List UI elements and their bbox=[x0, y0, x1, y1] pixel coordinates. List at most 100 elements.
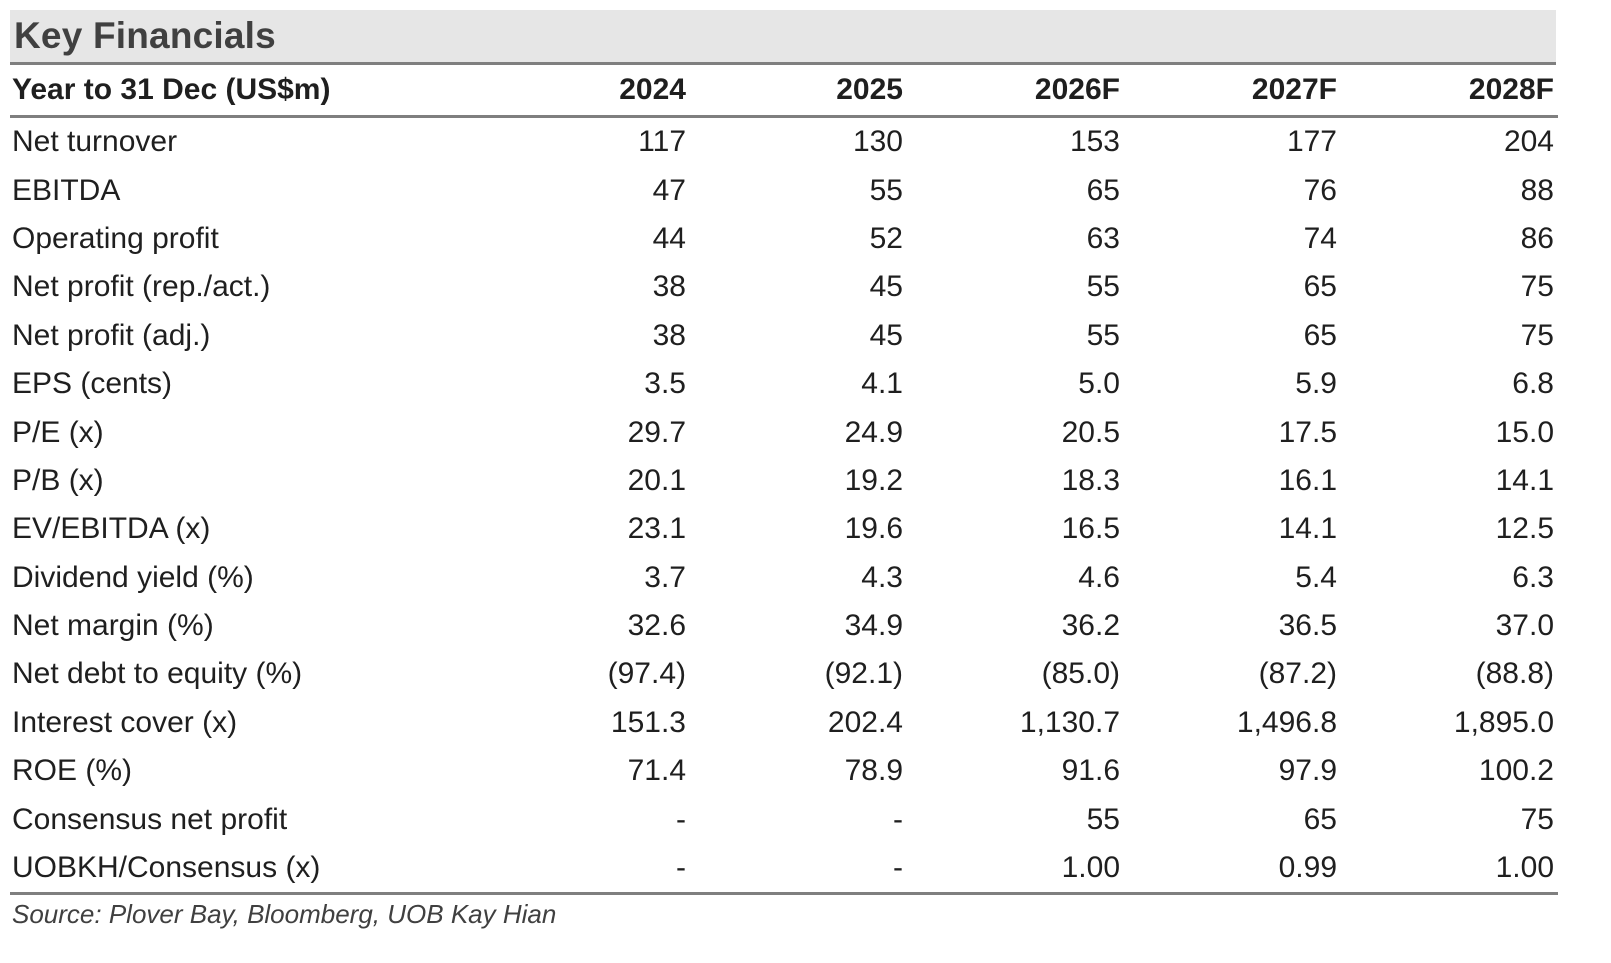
row-value: 204 bbox=[1503, 125, 1554, 159]
row-label: EPS (cents) bbox=[12, 367, 173, 401]
table-row: Net profit (rep./act.) 38 45 55 65 75 bbox=[10, 263, 1558, 311]
row-value: 55 bbox=[869, 173, 903, 207]
table-row: EBITDA 47 55 65 76 88 bbox=[10, 166, 1558, 214]
row-value: (87.2) bbox=[1258, 657, 1337, 691]
table-row: Consensus net profit - - 55 65 75 bbox=[10, 795, 1558, 843]
row-value: 6.8 bbox=[1512, 367, 1554, 401]
table-row: Net profit (adj.) 38 45 55 65 75 bbox=[10, 312, 1558, 360]
row-value: (92.1) bbox=[824, 657, 903, 691]
row-value: 19.2 bbox=[844, 463, 903, 497]
row-value: 18.3 bbox=[1061, 463, 1120, 497]
row-value: - bbox=[690, 843, 907, 896]
row-value: 55 bbox=[1086, 802, 1120, 836]
row-value: 130 bbox=[852, 125, 903, 159]
row-label: Net margin (%) bbox=[12, 609, 214, 643]
row-value: 1.00 bbox=[1341, 843, 1558, 896]
row-label: Net profit (adj.) bbox=[12, 318, 211, 352]
row-label: EBITDA bbox=[12, 173, 121, 207]
table-row: UOBKH/Consensus (x) - -1.00 0.99 1.00 bbox=[10, 843, 1558, 896]
row-value: 47 bbox=[652, 173, 686, 207]
row-value: - bbox=[893, 802, 903, 836]
row-value: 52 bbox=[869, 221, 903, 255]
row-value: 177 bbox=[1286, 125, 1337, 159]
row-value: 16.1 bbox=[1278, 463, 1337, 497]
row-label: Interest cover (x) bbox=[12, 705, 238, 739]
row-value: 1,496.8 bbox=[1236, 705, 1337, 739]
row-value: 4.6 bbox=[1078, 560, 1120, 594]
row-label: Net debt to equity (%) bbox=[12, 657, 303, 691]
row-value: 5.0 bbox=[1078, 367, 1120, 401]
row-value: 78.9 bbox=[844, 754, 903, 788]
row-value: 4.3 bbox=[861, 560, 903, 594]
row-label: Dividend yield (%) bbox=[12, 560, 254, 594]
row-value: 3.7 bbox=[644, 560, 686, 594]
row-label: ROE (%) bbox=[12, 754, 132, 788]
row-value: 32.6 bbox=[627, 609, 686, 643]
table-row: Net turnover 117 130 153 177 204 bbox=[10, 117, 1558, 167]
row-value: 63 bbox=[1086, 221, 1120, 255]
table-row: Net debt to equity (%) (97.4) (92.1) (85.0)… bbox=[10, 650, 1558, 698]
row-value: 75 bbox=[1520, 318, 1554, 352]
row-value: (97.4) bbox=[607, 657, 686, 691]
row-value: 45 bbox=[869, 318, 903, 352]
row-value: 91.6 bbox=[1061, 754, 1120, 788]
header-year: 2027F bbox=[1124, 65, 1341, 118]
row-value: 15.0 bbox=[1495, 415, 1554, 449]
table-row: EPS (cents) 3.5 4.1 5.0 5.9 6.8 bbox=[10, 360, 1558, 408]
row-value: 65 bbox=[1086, 173, 1120, 207]
row-value: (85.0) bbox=[1041, 657, 1120, 691]
table-row: Operating profit 44 52 63 74 86 bbox=[10, 215, 1558, 263]
row-value: 76 bbox=[1303, 173, 1337, 207]
row-value: 100.2 bbox=[1478, 754, 1554, 788]
header-label: Year to 31 Dec (US$m) bbox=[10, 65, 473, 118]
table-row: ROE (%) 71.4 78.9 91.6 97.9 100.2 bbox=[10, 747, 1558, 795]
row-value: 151.3 bbox=[610, 705, 686, 739]
row-value: 1.00 bbox=[907, 843, 1124, 896]
row-label: Net profit (rep./act.) bbox=[12, 270, 271, 304]
table-row: Net margin (%) 32.6 34.9 36.2 36.5 37.0 bbox=[10, 602, 1558, 650]
row-value: 24.9 bbox=[844, 415, 903, 449]
row-value: (88.8) bbox=[1475, 657, 1554, 691]
row-value: 5.4 bbox=[1295, 560, 1337, 594]
row-value: 38 bbox=[652, 318, 686, 352]
row-value: 74 bbox=[1303, 221, 1337, 255]
row-value: 14.1 bbox=[1495, 463, 1554, 497]
row-value: 19.6 bbox=[844, 512, 903, 546]
row-value: 97.9 bbox=[1278, 754, 1337, 788]
row-value: 4.1 bbox=[861, 367, 903, 401]
row-value: 75 bbox=[1520, 270, 1554, 304]
table-row: Dividend yield (%) 3.7 4.3 4.6 5.4 6.3 bbox=[10, 554, 1558, 602]
header-year: 2024 bbox=[473, 65, 690, 118]
row-value: 65 bbox=[1303, 270, 1337, 304]
row-value: 3.5 bbox=[644, 367, 686, 401]
row-value: 55 bbox=[1086, 318, 1120, 352]
row-value: 202.4 bbox=[827, 705, 903, 739]
table-body: Net turnover 117 130 153 177 204 EBITDA 47 55 65 7… bbox=[10, 117, 1558, 896]
row-value: 45 bbox=[869, 270, 903, 304]
row-value: 14.1 bbox=[1278, 512, 1337, 546]
row-value: 36.2 bbox=[1061, 609, 1120, 643]
header-year: 2025 bbox=[690, 65, 907, 118]
row-value: 17.5 bbox=[1278, 415, 1337, 449]
row-value: 5.9 bbox=[1295, 367, 1337, 401]
header-year: 2028F bbox=[1341, 65, 1558, 118]
row-label: UOBKH/Consensus (x) bbox=[10, 843, 473, 896]
row-value: 36.5 bbox=[1278, 609, 1337, 643]
row-label: Net turnover bbox=[12, 125, 178, 159]
table-row: P/B (x) 20.1 19.2 18.3 16.1 14.1 bbox=[10, 457, 1558, 505]
row-label: EV/EBITDA (x) bbox=[12, 512, 211, 546]
row-label: Operating profit bbox=[12, 221, 219, 255]
row-value: - bbox=[473, 843, 690, 896]
source-note: Source: Plover Bay, Bloomberg, UOB Kay H… bbox=[12, 899, 557, 930]
header-year: 2026F bbox=[907, 65, 1124, 118]
row-value: 20.1 bbox=[627, 463, 686, 497]
row-value: 1,130.7 bbox=[1019, 705, 1120, 739]
page-title: Key Financials bbox=[14, 15, 276, 56]
row-value: 153 bbox=[1069, 125, 1120, 159]
row-value: 12.5 bbox=[1495, 512, 1554, 546]
row-value: 1,895.0 bbox=[1453, 705, 1554, 739]
financials-table: Year to 31 Dec (US$m) 2024 2025 2026F 20… bbox=[10, 65, 1558, 896]
row-value: 20.5 bbox=[1061, 415, 1120, 449]
row-label: P/E (x) bbox=[12, 415, 104, 449]
row-value: 75 bbox=[1520, 802, 1554, 836]
